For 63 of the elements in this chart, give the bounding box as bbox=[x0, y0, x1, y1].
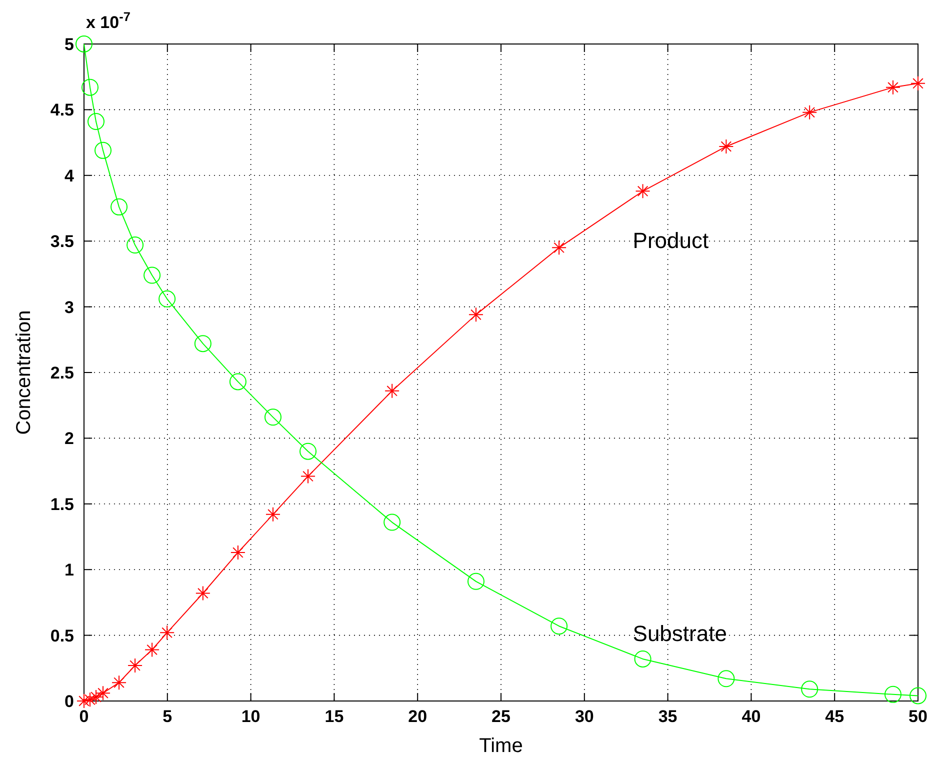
point bbox=[264, 408, 282, 426]
point bbox=[467, 572, 484, 590]
point bbox=[552, 240, 567, 256]
x-tick-label: 50 bbox=[908, 707, 928, 726]
x-tick-label: 45 bbox=[825, 707, 844, 726]
point bbox=[884, 686, 902, 703]
point bbox=[635, 184, 650, 199]
point bbox=[718, 138, 734, 154]
y-tick-label: 3 bbox=[64, 298, 74, 317]
point bbox=[94, 142, 112, 159]
point bbox=[76, 36, 92, 52]
point bbox=[88, 113, 105, 130]
series-label: Product bbox=[632, 228, 709, 254]
x-tick-label: 30 bbox=[574, 707, 594, 726]
point bbox=[718, 670, 735, 688]
point bbox=[634, 650, 652, 668]
y-tick-label: 2.5 bbox=[50, 364, 74, 382]
point bbox=[126, 236, 144, 254]
x-tick-label: 10 bbox=[241, 707, 260, 726]
text: x 10$^{-7}$ bbox=[86, 8, 130, 32]
point bbox=[384, 383, 400, 398]
y-tick-label: 3.5 bbox=[50, 232, 74, 252]
point bbox=[160, 625, 175, 640]
point bbox=[801, 680, 818, 698]
point bbox=[112, 675, 127, 690]
point bbox=[110, 198, 128, 216]
y-axis-title: Concentration bbox=[13, 310, 35, 435]
point bbox=[550, 618, 568, 635]
point bbox=[230, 545, 246, 560]
point bbox=[300, 442, 317, 460]
point bbox=[194, 335, 212, 352]
point bbox=[885, 80, 900, 95]
y-tick-label: 1 bbox=[64, 560, 74, 580]
x-tick-label: 25 bbox=[492, 707, 510, 726]
x-tick-label: 20 bbox=[408, 707, 428, 726]
y-tick-label: 0 bbox=[64, 692, 74, 711]
x-tick-label: 0 bbox=[79, 707, 89, 726]
point bbox=[144, 266, 161, 284]
y-tick-label: 2 bbox=[64, 429, 74, 448]
point bbox=[300, 468, 316, 484]
x-axis-title: Time bbox=[479, 735, 523, 757]
point bbox=[229, 373, 246, 390]
x-tick-label: 15 bbox=[324, 707, 344, 726]
y-tick-label: 4.5 bbox=[50, 100, 74, 120]
point bbox=[910, 687, 926, 704]
series-label: Substrate bbox=[632, 620, 727, 646]
point bbox=[265, 506, 280, 522]
point bbox=[910, 76, 926, 91]
point bbox=[468, 307, 484, 322]
y-tick-label: 5 bbox=[64, 35, 74, 54]
point bbox=[384, 514, 401, 531]
y-tick-label: 1.5 bbox=[50, 494, 74, 514]
x-tick-label: 40 bbox=[742, 707, 761, 726]
point bbox=[128, 658, 143, 674]
y-tick-label: 4 bbox=[64, 166, 75, 186]
point bbox=[802, 104, 818, 120]
point bbox=[195, 586, 210, 601]
x-tick-label: 5 bbox=[162, 707, 172, 726]
point bbox=[158, 290, 176, 308]
y-tick-label: 0.5 bbox=[50, 626, 74, 646]
point bbox=[82, 78, 99, 96]
point bbox=[144, 642, 160, 658]
x-tick-label: 35 bbox=[658, 707, 678, 726]
